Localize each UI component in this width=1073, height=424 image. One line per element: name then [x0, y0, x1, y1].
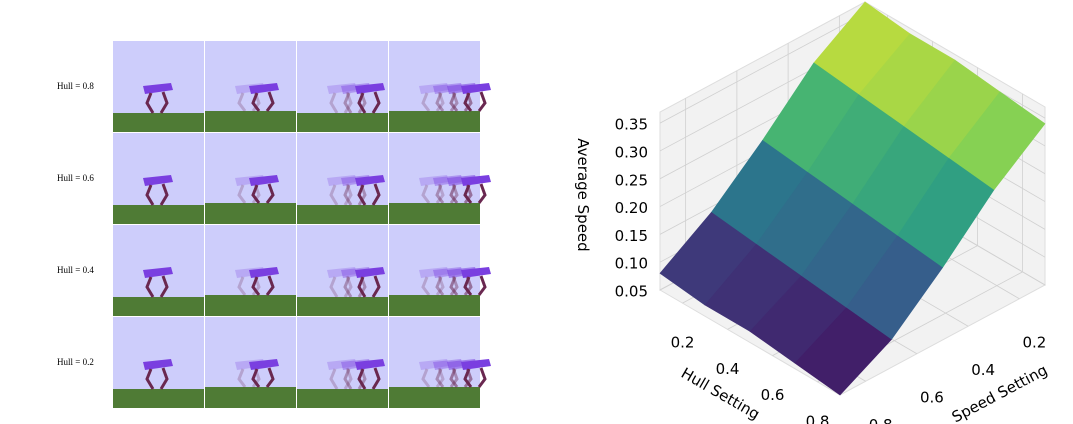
row-label: Hull = 0.8: [57, 81, 94, 91]
z-tick-label: 0.15: [615, 227, 648, 245]
x-tick-label: 0.8: [806, 412, 830, 424]
z-tick-label: 0.35: [615, 116, 648, 134]
ground: [113, 113, 204, 132]
ground: [297, 297, 388, 316]
x-tick-label: 0.6: [761, 386, 785, 404]
z-axis-label: Average Speed: [574, 138, 592, 251]
row-label: Hull = 0.4: [57, 265, 94, 275]
y-axis-label: Speed Setting: [949, 361, 1051, 424]
ground: [297, 389, 388, 408]
z-tick-label: 0.05: [615, 283, 648, 301]
ground: [205, 111, 296, 132]
y-tick-label: 0.8: [869, 416, 893, 424]
ground: [389, 387, 480, 408]
ground: [205, 387, 296, 408]
ground: [205, 203, 296, 224]
row-label: Hull = 0.6: [57, 173, 94, 183]
x-tick-label: 0.2: [671, 334, 695, 352]
z-tick-label: 0.20: [615, 199, 648, 217]
y-tick-label: 0.6: [920, 388, 944, 406]
ground: [389, 295, 480, 316]
ground: [205, 295, 296, 316]
ground: [389, 203, 480, 224]
ground: [297, 205, 388, 224]
ground: [113, 389, 204, 408]
figure: Hull = 0.8 Hull = 0.6 Hull = 0.4 Hull = 0.2…: [0, 0, 1073, 424]
z-tick-label: 0.25: [615, 171, 648, 189]
row-label: Hull = 0.2: [57, 357, 94, 367]
ground: [113, 205, 204, 224]
ground: [389, 111, 480, 132]
ground: [113, 297, 204, 316]
page: {"image_grid": {"row_labels": ["Hull = 0…: [0, 0, 1073, 424]
z-tick-label: 0.10: [615, 255, 648, 273]
y-tick-label: 0.4: [971, 361, 995, 379]
y-tick-label: 0.2: [1022, 333, 1046, 351]
x-tick-label: 0.4: [716, 360, 740, 378]
ground: [297, 113, 388, 132]
z-tick-label: 0.30: [615, 143, 648, 161]
